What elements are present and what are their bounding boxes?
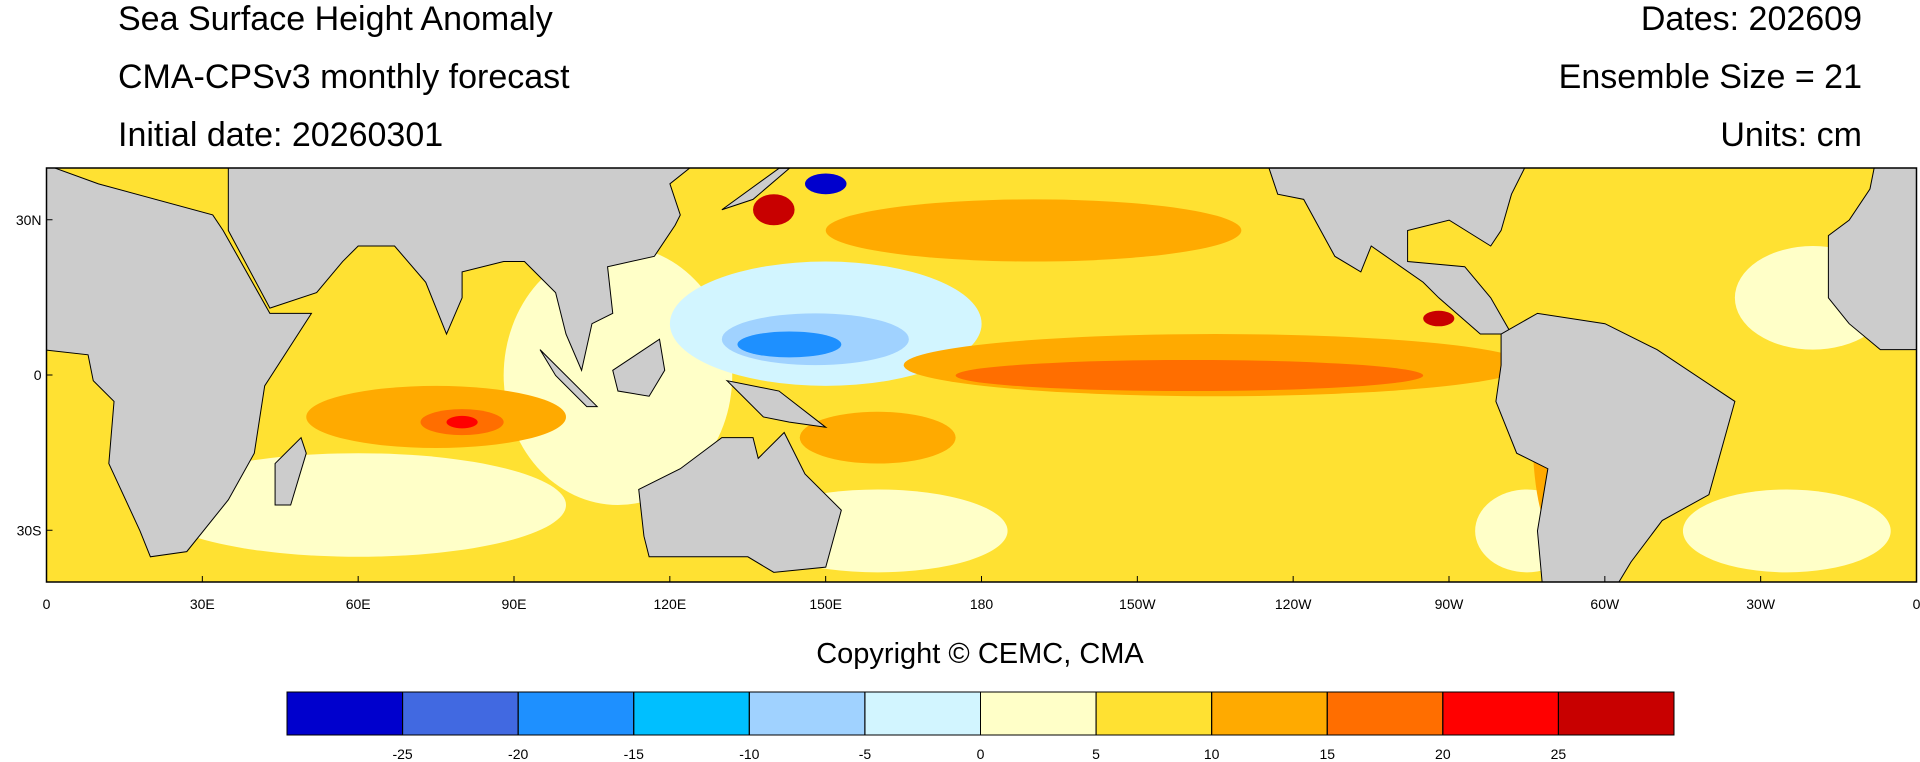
initial-date: Initial date: 20260301 <box>118 116 443 154</box>
colorbar-box <box>864 691 982 736</box>
units: Units: cm <box>1720 116 1862 154</box>
asia <box>228 168 696 370</box>
anomaly-area <box>753 194 795 226</box>
y-tick-label: 30S <box>17 522 42 538</box>
map <box>46 168 1917 582</box>
colorbar-tick-label: -15 <box>624 746 644 762</box>
colorbar-box <box>517 691 635 736</box>
colorbar-tick-label: -5 <box>859 746 872 762</box>
x-tick-label: 0 <box>43 596 51 612</box>
x-tick-label: 150E <box>809 596 842 612</box>
australia <box>639 432 842 572</box>
colorbar-box <box>1326 691 1444 736</box>
x-tick-label: 90E <box>502 596 527 612</box>
anomaly-area <box>150 453 566 557</box>
colorbar-box <box>633 691 750 736</box>
copyright: Copyright © CEMC, CMA <box>816 638 1144 670</box>
borneo <box>613 339 665 396</box>
south-america <box>1496 313 1735 582</box>
west-africa <box>1828 168 1917 349</box>
colorbar-box <box>980 691 1097 736</box>
anomaly-area <box>799 411 956 464</box>
title: Sea Surface Height Anomaly <box>118 0 553 38</box>
colorbar-tick-label: 25 <box>1551 746 1567 762</box>
anomaly-area <box>446 415 478 429</box>
x-tick-label: 150W <box>1119 596 1156 612</box>
north-america <box>1267 168 1527 334</box>
colorbar-box <box>1095 691 1213 736</box>
anomaly-field <box>46 168 1917 582</box>
y-tick-label: 30N <box>16 212 42 228</box>
anomaly-area <box>955 359 1424 392</box>
colorbar-box <box>1211 691 1328 736</box>
colorbar-tick-label: 15 <box>1319 746 1335 762</box>
x-tick-label: 180 <box>970 596 994 612</box>
anomaly-area <box>737 331 842 358</box>
colorbar-tick-label: 10 <box>1204 746 1220 762</box>
x-tick-label: 60W <box>1590 596 1620 612</box>
x-tick-label: 90W <box>1435 596 1465 612</box>
x-tick-label: 120E <box>653 596 686 612</box>
madagascar <box>275 438 306 505</box>
anomaly-area <box>1423 310 1455 327</box>
x-tick-label: 120W <box>1275 596 1312 612</box>
colorbar-box <box>748 691 866 736</box>
colorbar-tick-label: -20 <box>508 746 528 762</box>
anomaly-area <box>825 199 1242 262</box>
new-guinea <box>727 381 826 428</box>
x-tick-label: 0 <box>1913 596 1920 612</box>
colorbar-box <box>286 691 404 736</box>
colorbar-tick-label: -25 <box>392 746 412 762</box>
colorbar-tick-label: 5 <box>1092 746 1100 762</box>
anomaly-area <box>804 173 847 195</box>
x-tick-label: 60E <box>346 596 371 612</box>
africa <box>46 168 311 557</box>
ensemble-size: Ensemble Size = 21 <box>1559 58 1862 96</box>
y-tick-label: 0 <box>34 367 42 383</box>
colorbar-tick-label: -10 <box>739 746 759 762</box>
sumatra <box>540 350 597 407</box>
colorbar-box <box>1557 691 1675 736</box>
x-tick-label: 30W <box>1746 596 1776 612</box>
colorbar-box <box>402 691 519 736</box>
anomaly-area <box>1682 489 1891 573</box>
colorbar-tick-label: 0 <box>977 746 985 762</box>
dates: Dates: 202609 <box>1641 0 1862 38</box>
colorbar-box <box>1442 691 1559 736</box>
colorbar-tick-label: 20 <box>1435 746 1451 762</box>
subtitle: CMA-CPSv3 monthly forecast <box>118 58 570 96</box>
x-tick-label: 30E <box>190 596 215 612</box>
